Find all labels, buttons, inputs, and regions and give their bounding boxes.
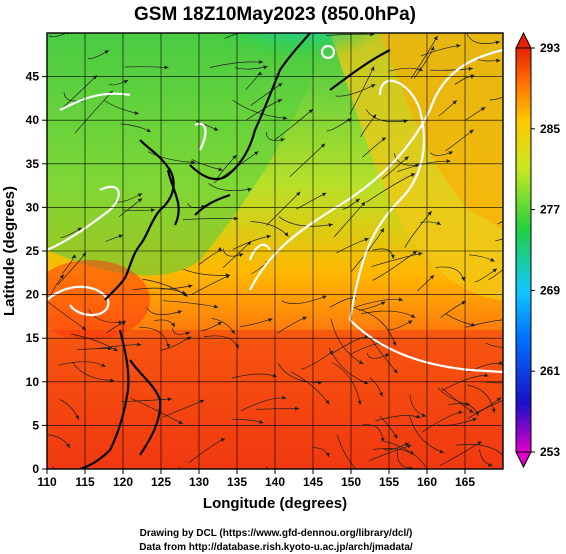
colorbar-tick-label: 285 xyxy=(540,122,560,136)
y-tick-label: 35 xyxy=(26,157,40,171)
y-tick-label: 45 xyxy=(26,70,40,84)
x-axis-label: Longitude (degrees) xyxy=(203,495,347,512)
credit-dcl: Drawing by DCL (https://www.gfd-dennou.o… xyxy=(140,528,413,539)
x-tick-label: 130 xyxy=(189,475,209,489)
y-tick-label: 20 xyxy=(26,288,40,302)
y-tick-label: 15 xyxy=(26,331,40,345)
y-tick-label: 30 xyxy=(26,200,40,214)
x-tick-label: 160 xyxy=(417,475,437,489)
y-tick-label: 25 xyxy=(26,244,40,258)
colorbar-min-arrow xyxy=(515,451,532,469)
x-tick-label: 120 xyxy=(113,475,133,489)
y-tick-label: 10 xyxy=(26,375,40,389)
wind-streamlines xyxy=(47,33,503,469)
x-tick-label: 155 xyxy=(379,475,399,489)
x-tick-label: 140 xyxy=(265,475,285,489)
colorbar: 293 285 277 269 261 253 xyxy=(515,31,560,469)
y-tick-label: 5 xyxy=(32,418,39,432)
isotherm-contours xyxy=(47,44,503,374)
x-tick-label: 125 xyxy=(151,475,171,489)
colorbar-tick-label: 277 xyxy=(540,203,560,217)
lat-lon-grid xyxy=(47,33,503,469)
x-tick-label: 150 xyxy=(341,475,361,489)
y-tick-label: 40 xyxy=(26,113,40,127)
colorbar-tick-label: 253 xyxy=(540,445,560,459)
x-tick-label: 145 xyxy=(303,475,323,489)
x-tick-label: 135 xyxy=(227,475,247,489)
x-tick-label: 165 xyxy=(455,475,475,489)
colorbar-tick-label: 261 xyxy=(540,364,560,378)
colorbar-max-arrow xyxy=(515,31,532,49)
colorbar-bar xyxy=(515,47,532,453)
x-axis-ticks: 110 115 120 125 130 135 140 145 150 155 160 165 xyxy=(37,469,475,489)
x-tick-label: 110 xyxy=(37,475,57,489)
y-tick-label: 0 xyxy=(32,462,39,476)
colorbar-tick-label: 269 xyxy=(540,283,560,297)
y-axis-ticks: 0 5 10 15 20 25 30 35 40 45 xyxy=(26,70,47,476)
x-tick-label: 115 xyxy=(75,475,95,489)
map-title: GSM 18Z10May2023 (850.0hPa) xyxy=(134,4,416,25)
colorbar-tick-label: 293 xyxy=(540,41,560,55)
y-axis-label: Latitude (degrees) xyxy=(1,186,18,316)
credit-data: Data from http://database.rish.kyoto-u.a… xyxy=(139,542,413,553)
